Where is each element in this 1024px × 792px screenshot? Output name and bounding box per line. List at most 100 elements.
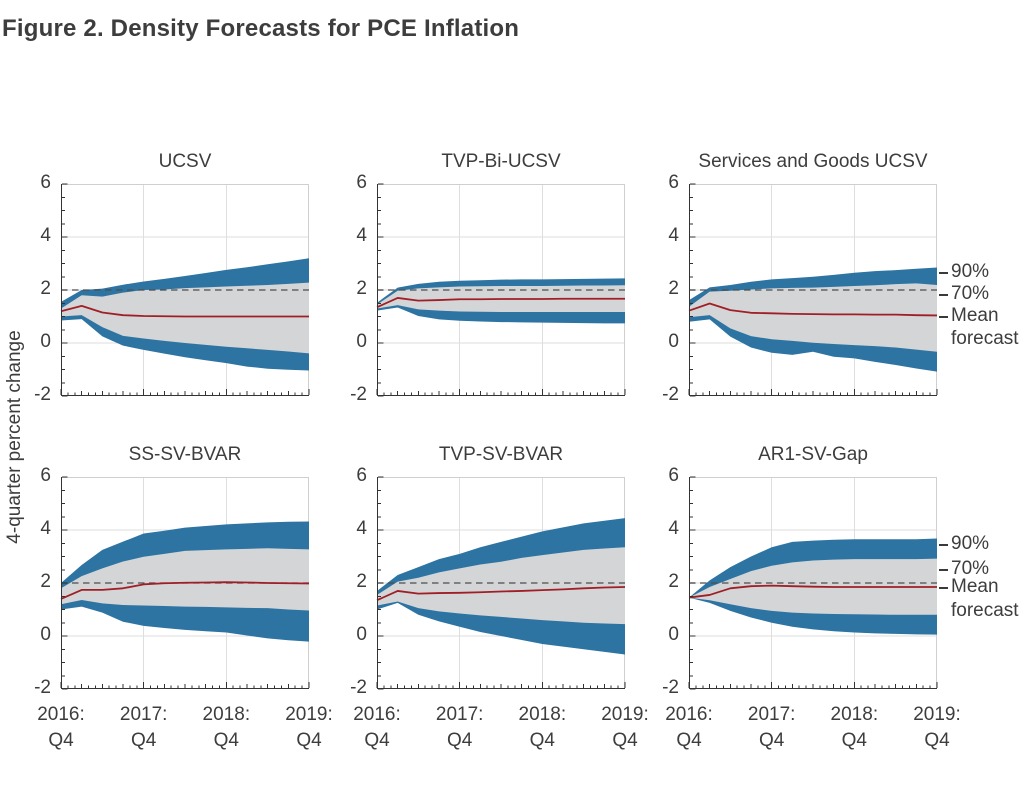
subplot-title: UCSV bbox=[158, 151, 212, 172]
y-tick-label: 2 bbox=[668, 278, 679, 299]
x-tick-quarter: Q4 bbox=[924, 730, 950, 751]
mean-line bbox=[376, 586, 626, 602]
x-tick-quarter: Q4 bbox=[296, 730, 322, 751]
x-tick-year: 2019: bbox=[601, 704, 649, 725]
mean-line bbox=[688, 584, 937, 599]
plot-area bbox=[376, 476, 626, 690]
y-tick-label: 6 bbox=[40, 172, 51, 193]
x-tick-year: 2016: bbox=[37, 704, 85, 725]
y-tick-label: 6 bbox=[356, 172, 367, 193]
x-tick-quarter: Q4 bbox=[758, 730, 785, 751]
x-tick-year: 2018: bbox=[518, 704, 567, 725]
x-tick-year: 2018: bbox=[202, 704, 251, 725]
x-tick-year: 2017: bbox=[435, 704, 484, 725]
annotation-tick bbox=[939, 294, 948, 297]
right-annotation-label: forecast bbox=[951, 328, 1019, 350]
y-tick-label: -2 bbox=[34, 677, 51, 698]
mean-line bbox=[60, 305, 309, 318]
x-tick-year: 2017: bbox=[119, 704, 168, 725]
y-tick-label: 0 bbox=[668, 331, 679, 352]
y-tick-label: 4 bbox=[356, 518, 367, 539]
x-tick-year: 2018: bbox=[830, 704, 879, 725]
annotation-tick bbox=[939, 272, 948, 275]
y-tick-label: 4 bbox=[668, 518, 679, 539]
y-tick-label: 0 bbox=[40, 624, 51, 645]
x-tick-quarter: Q4 bbox=[364, 730, 390, 751]
plot-area bbox=[60, 476, 310, 690]
x-tick-quarter: Q4 bbox=[130, 730, 157, 751]
x-tick-label: 2017: Q4 bbox=[104, 702, 184, 754]
band-70 bbox=[61, 548, 309, 611]
x-tick-label: 2016: Q4 bbox=[21, 702, 101, 754]
x-tick-label: 2017: Q4 bbox=[420, 702, 500, 754]
x-tick-label: 2019: Q4 bbox=[897, 702, 977, 754]
x-tick-year: 2016: bbox=[353, 704, 401, 725]
right-annotation-label: Mean bbox=[951, 305, 999, 327]
y-tick-label: 0 bbox=[40, 331, 51, 352]
x-tick-label: 2018: Q4 bbox=[814, 702, 894, 754]
subplot-title: AR1-SV-Gap bbox=[758, 444, 868, 465]
x-tick-label: 2019: Q4 bbox=[269, 702, 349, 754]
y-tick-label: 0 bbox=[356, 331, 367, 352]
mean-line bbox=[688, 302, 938, 317]
x-tick-year: 2016: bbox=[665, 704, 713, 725]
annotation-tick bbox=[939, 544, 948, 547]
y-tick-label: -2 bbox=[34, 384, 51, 405]
mean-line bbox=[376, 297, 625, 309]
subplot-title: SS-SV-BVAR bbox=[128, 444, 242, 465]
annotation-tick bbox=[939, 587, 948, 590]
right-annotation-label: Mean bbox=[951, 576, 999, 598]
y-tick-label: 6 bbox=[356, 465, 367, 486]
x-tick-label: 2019: Q4 bbox=[585, 702, 665, 754]
x-tick-quarter: Q4 bbox=[676, 730, 702, 751]
right-annotation-label: 70% bbox=[951, 558, 990, 579]
y-tick-label: 2 bbox=[40, 278, 51, 299]
y-tick-label: 6 bbox=[40, 465, 51, 486]
x-tick-label: 2017: Q4 bbox=[732, 702, 812, 754]
mean-line bbox=[60, 581, 310, 600]
subplot-title: TVP-Bi-UCSV bbox=[441, 151, 561, 172]
y-tick-label: -2 bbox=[662, 384, 679, 405]
right-annotation-label: forecast bbox=[951, 599, 1019, 621]
x-tick-quarter: Q4 bbox=[841, 730, 867, 751]
right-annotation-label: 90% bbox=[951, 261, 990, 283]
y-tick-label: -2 bbox=[350, 677, 367, 698]
y-tick-label: 4 bbox=[40, 225, 51, 246]
figure-title: Figure 2. Density Forecasts for PCE Infl… bbox=[2, 15, 520, 42]
y-tick-label: 4 bbox=[356, 225, 367, 246]
band-70 bbox=[689, 283, 937, 352]
x-tick-label: 2016: Q4 bbox=[649, 702, 729, 754]
x-tick-quarter: Q4 bbox=[612, 730, 638, 751]
plot-area bbox=[376, 183, 626, 397]
x-tick-quarter: Q4 bbox=[529, 730, 555, 751]
x-tick-year: 2017: bbox=[747, 704, 796, 725]
y-tick-label: 2 bbox=[356, 571, 367, 592]
y-tick-label: 2 bbox=[356, 278, 367, 299]
annotation-tick bbox=[939, 316, 948, 319]
band-70 bbox=[61, 282, 309, 354]
annotation-tick bbox=[939, 569, 948, 571]
y-axis-label: 4-quarter percent change bbox=[4, 330, 25, 544]
right-annotation-label: 70% bbox=[951, 283, 990, 305]
plot-area bbox=[688, 183, 938, 397]
x-tick-quarter: Q4 bbox=[213, 730, 239, 751]
x-tick-year: 2019: bbox=[285, 704, 333, 725]
x-tick-quarter: Q4 bbox=[48, 730, 74, 751]
x-tick-year: 2019: bbox=[913, 704, 961, 725]
y-tick-label: 2 bbox=[40, 571, 51, 592]
plot-area bbox=[688, 476, 938, 690]
x-tick-label: 2018: Q4 bbox=[502, 702, 582, 754]
y-tick-label: 0 bbox=[668, 624, 679, 645]
y-tick-label: 4 bbox=[40, 518, 51, 539]
subplot-title: Services and Goods UCSV bbox=[698, 151, 928, 172]
y-tick-label: 6 bbox=[668, 465, 679, 486]
right-annotation-label: 90% bbox=[951, 533, 990, 555]
x-tick-label: 2016: Q4 bbox=[337, 702, 417, 754]
plot-area bbox=[60, 183, 310, 397]
subplot-title: TVP-SV-BVAR bbox=[438, 444, 564, 465]
x-tick-quarter: Q4 bbox=[446, 730, 473, 751]
x-tick-label: 2018: Q4 bbox=[186, 702, 266, 754]
band-70 bbox=[377, 547, 625, 625]
y-tick-label: 0 bbox=[356, 624, 367, 645]
